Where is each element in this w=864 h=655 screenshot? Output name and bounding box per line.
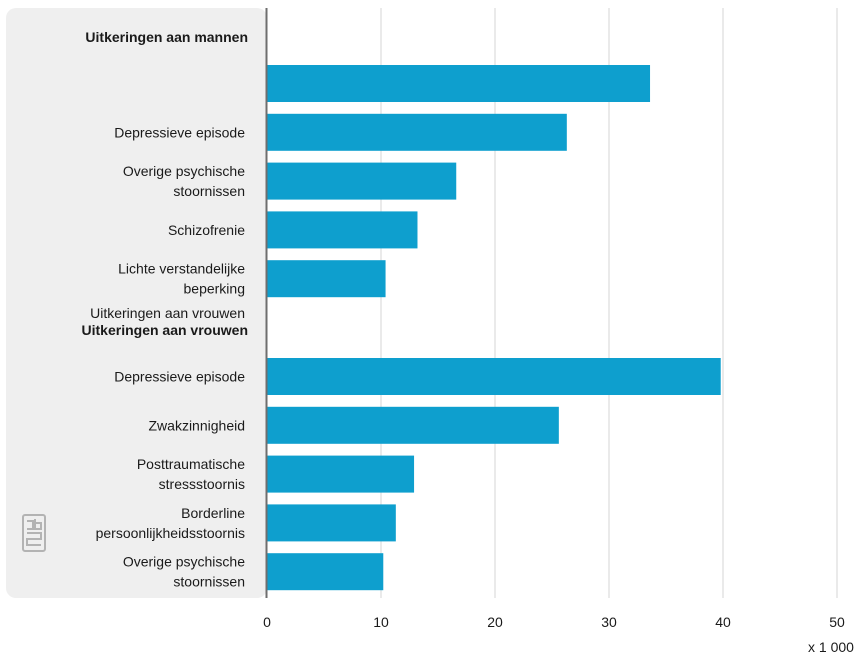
x-tick-labels: 0 10 20 30 40 50 [263,614,845,630]
category-label: Depressieve episode [114,369,245,385]
group-title: Uitkeringen aan vrouwen [82,322,248,338]
category-label: Overige psychische [123,554,245,570]
x-tick-label: 40 [715,614,731,630]
category-label: Borderline [181,505,245,521]
x-tick-label: 20 [487,614,503,630]
x-unit-label: x 1 000 [808,639,854,655]
bar [267,553,384,591]
bar [267,504,396,542]
bar [267,260,386,298]
bar [267,211,418,249]
category-label: stressstoornis [159,476,245,492]
category-label: Lichte verstandelijke [118,261,245,277]
group-caption: Uitkeringen aan vrouwen [90,305,245,321]
bar [267,65,651,102]
cbs-logo [22,514,46,552]
x-tick-label: 50 [829,614,845,630]
category-label: Schizofrenie [168,222,245,238]
category-label: Overige psychische [123,163,245,179]
category-label: Depressieve episode [114,124,245,140]
label-panel [6,8,267,598]
gridlines [380,8,838,598]
category-labels: Uitkeringen aan mannen Depressieve episod… [82,29,248,590]
bar [267,358,721,395]
category-label: Posttraumatische [137,456,245,472]
bars [267,65,721,591]
category-label: stoornissen [173,183,245,199]
bar [267,406,559,444]
bar [267,162,457,200]
x-tick-label: 30 [601,614,617,630]
x-tick-label: 0 [263,614,271,630]
category-label: persoonlijkheidsstoornis [96,525,245,541]
bar [267,113,567,151]
group-title: Uitkeringen aan mannen [85,29,248,45]
category-label: Zwakzinnigheid [149,417,246,433]
x-tick-label: 10 [373,614,389,630]
bar [267,455,415,493]
category-label: beperking [184,281,246,297]
category-label: stoornissen [173,574,245,590]
